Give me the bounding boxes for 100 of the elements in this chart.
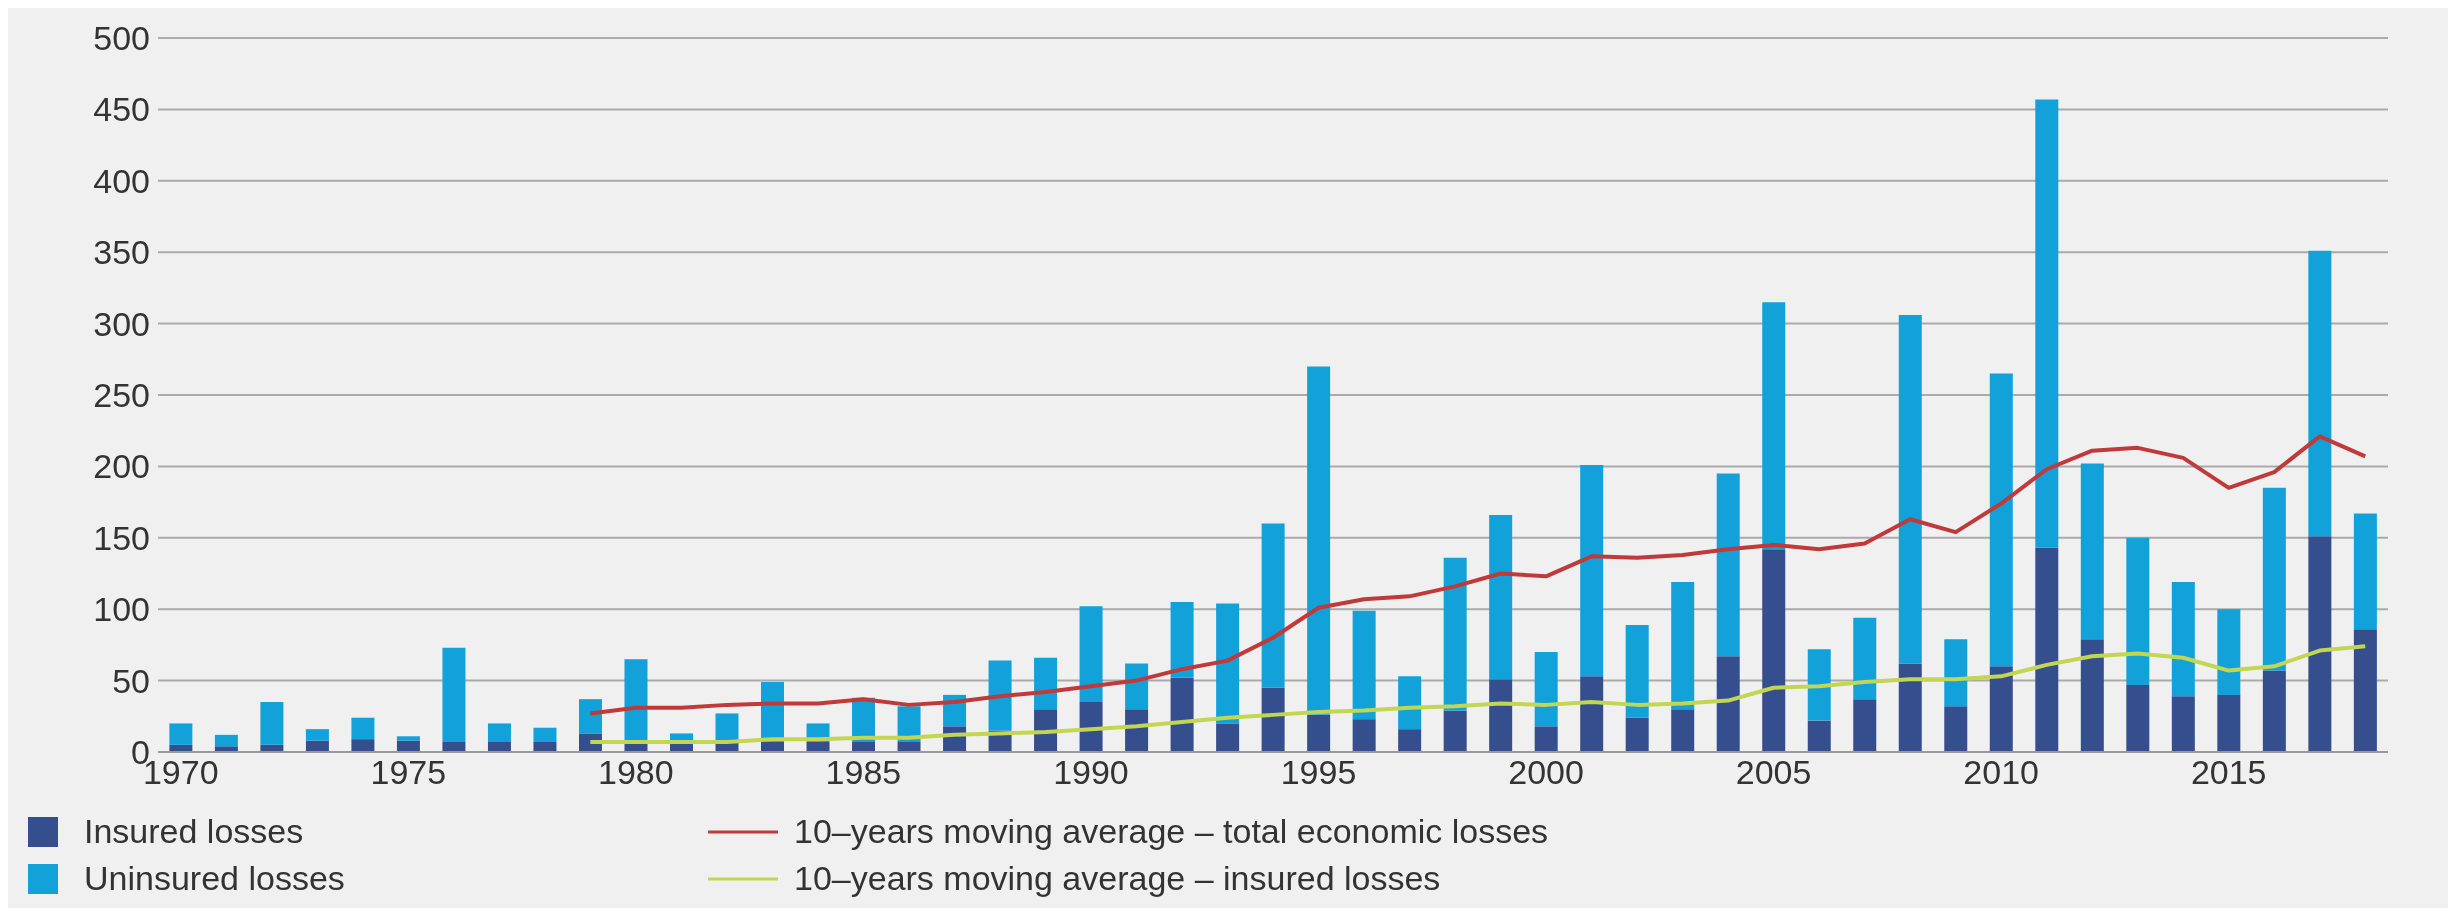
x-tick-label: 1990 bbox=[1053, 753, 1129, 792]
bar bbox=[715, 713, 739, 742]
bar bbox=[487, 742, 511, 752]
legend-label: 10–years moving average – insured losses bbox=[794, 859, 1441, 898]
bar bbox=[533, 742, 557, 752]
bar bbox=[2217, 694, 2241, 752]
bar bbox=[2126, 537, 2150, 685]
x-tick-label: 1975 bbox=[370, 753, 447, 792]
x-tick-label: 2010 bbox=[1963, 753, 2039, 792]
legend-label: 10–years moving average – total economic losses bbox=[794, 812, 1549, 851]
bar bbox=[1853, 617, 1877, 700]
line-series bbox=[588, 434, 2368, 716]
bar bbox=[1716, 473, 1740, 657]
bar bbox=[1489, 514, 1513, 680]
bar bbox=[1443, 557, 1467, 711]
bar bbox=[1671, 582, 1695, 710]
bar bbox=[305, 729, 329, 741]
bar bbox=[533, 727, 557, 742]
x-tick-label: 2000 bbox=[1508, 753, 1584, 792]
x-tick-label: 1995 bbox=[1280, 753, 1357, 792]
bar bbox=[169, 723, 193, 745]
bar bbox=[1716, 656, 1740, 752]
bar bbox=[1307, 366, 1331, 715]
bar bbox=[852, 742, 876, 752]
bar bbox=[1625, 717, 1649, 752]
bar bbox=[1853, 699, 1877, 752]
bar bbox=[2171, 696, 2195, 752]
legend-label: Insured losses bbox=[84, 812, 304, 851]
y-tick-label: 450 bbox=[93, 90, 150, 129]
y-tick-label: 250 bbox=[93, 376, 150, 415]
bar bbox=[214, 734, 238, 747]
bar bbox=[1944, 706, 1968, 752]
bar bbox=[1489, 679, 1513, 752]
y-tick-label: 500 bbox=[93, 19, 150, 58]
bar bbox=[1898, 663, 1922, 752]
bar bbox=[396, 736, 420, 741]
bar bbox=[1944, 639, 1968, 707]
bar bbox=[2035, 99, 2059, 548]
bar bbox=[1307, 714, 1331, 752]
bar bbox=[806, 742, 830, 752]
bar bbox=[578, 699, 602, 734]
x-tick-label: 1980 bbox=[598, 753, 674, 792]
bar bbox=[1762, 549, 1786, 752]
bar bbox=[1580, 464, 1604, 677]
bar bbox=[988, 660, 1012, 731]
bar bbox=[442, 742, 466, 752]
bar bbox=[1261, 523, 1285, 688]
x-tick-label: 2005 bbox=[1735, 753, 1812, 792]
bar bbox=[2308, 536, 2332, 752]
bar bbox=[2171, 582, 2195, 697]
bar bbox=[1398, 676, 1422, 730]
bar bbox=[2308, 250, 2332, 537]
bar bbox=[2080, 463, 2104, 640]
bar bbox=[1580, 676, 1604, 752]
bar bbox=[1534, 652, 1558, 727]
y-tick-label: 350 bbox=[93, 233, 150, 272]
x-tick-label: 1985 bbox=[825, 753, 902, 792]
bar bbox=[1807, 720, 1831, 752]
bar bbox=[1989, 373, 2013, 667]
bar bbox=[1034, 657, 1058, 710]
bar bbox=[1216, 603, 1240, 724]
y-tick-label: 200 bbox=[93, 447, 150, 486]
bar bbox=[2262, 487, 2286, 671]
y-tick-label: 300 bbox=[93, 304, 150, 343]
bar bbox=[1352, 610, 1376, 720]
bar bbox=[761, 742, 785, 752]
bar bbox=[351, 739, 375, 752]
bar bbox=[1534, 726, 1558, 752]
bar bbox=[1125, 663, 1149, 710]
bar bbox=[1216, 723, 1240, 752]
bar bbox=[2080, 639, 2104, 752]
bar bbox=[487, 723, 511, 742]
bar bbox=[1261, 687, 1285, 752]
y-tick-label: 50 bbox=[112, 661, 150, 700]
bar bbox=[2353, 513, 2377, 630]
bar bbox=[1398, 729, 1422, 752]
bar bbox=[2126, 684, 2150, 752]
bar bbox=[1989, 666, 2013, 752]
y-tick-label: 150 bbox=[93, 518, 150, 557]
bar bbox=[1762, 302, 1786, 550]
bar bbox=[1352, 719, 1376, 752]
bar bbox=[442, 647, 466, 742]
bar bbox=[1170, 602, 1194, 678]
legend-label: Uninsured losses bbox=[84, 859, 345, 898]
bar bbox=[1671, 709, 1695, 752]
x-tick-label: 2015 bbox=[2190, 753, 2267, 792]
bar bbox=[2262, 670, 2286, 752]
bar bbox=[1807, 649, 1831, 721]
bar bbox=[1898, 315, 1922, 664]
bar bbox=[351, 717, 375, 740]
bar bbox=[1625, 624, 1649, 718]
y-tick-label: 100 bbox=[93, 590, 150, 629]
bar bbox=[1443, 710, 1467, 752]
bar bbox=[2353, 629, 2377, 752]
bar bbox=[2217, 609, 2241, 695]
bar bbox=[897, 742, 921, 752]
bar bbox=[1170, 677, 1194, 752]
bar bbox=[1079, 606, 1103, 703]
bar bbox=[1079, 702, 1103, 752]
bar bbox=[260, 702, 284, 745]
